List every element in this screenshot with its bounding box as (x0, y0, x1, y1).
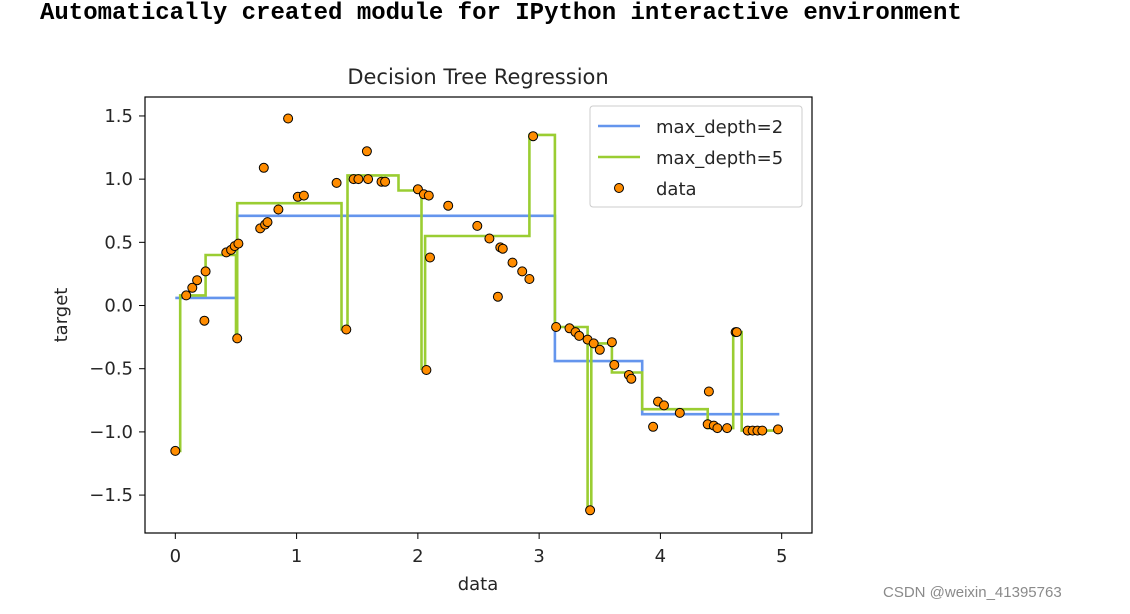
data-point (712, 423, 723, 434)
data-point (331, 177, 342, 188)
data-point (425, 252, 435, 263)
data-point (703, 386, 714, 397)
data-point (574, 330, 585, 341)
data-point (773, 424, 783, 435)
x-tick-label: 2 (412, 546, 423, 567)
data-point (507, 257, 518, 268)
data-point (609, 359, 620, 370)
data-point (262, 217, 273, 228)
y-tick-label: −0.5 (89, 359, 133, 380)
data-point (674, 407, 685, 418)
legend-label-max-depth-5: max_depth=5 (656, 148, 783, 169)
legend-box (589, 105, 803, 208)
data-point (585, 505, 596, 516)
x-tick-label: 0 (170, 546, 181, 567)
x-tick-label: 1 (291, 546, 302, 567)
y-tick-label: 1.5 (104, 106, 133, 127)
plot-area-frame (144, 96, 813, 534)
x-axis-label: data (458, 574, 499, 595)
y-tick-label: −1.0 (89, 422, 133, 443)
legend: max_depth=2 max_depth=5 data (589, 105, 803, 208)
data-point (626, 373, 637, 384)
chart-title: Decision Tree Regression (347, 65, 608, 89)
data-point (551, 322, 562, 332)
data-point (594, 344, 605, 355)
data-point (273, 204, 284, 215)
data-point (363, 174, 374, 185)
y-tick-label: 0.0 (104, 296, 133, 317)
data-point (528, 131, 539, 142)
data-point (588, 338, 599, 349)
data-point (517, 266, 528, 277)
data-point (298, 190, 309, 201)
csdn-watermark: CSDN @weixin_41395763 (883, 584, 1062, 601)
data-point (187, 282, 198, 293)
data-point (232, 333, 243, 344)
x-tick-label: 5 (776, 546, 787, 567)
data-point (497, 243, 508, 254)
data-point (199, 315, 210, 326)
data-point (233, 238, 244, 249)
data-point (472, 220, 483, 231)
data-point (258, 162, 269, 173)
data-point (757, 425, 768, 436)
data-point (606, 337, 617, 348)
y-axis-label: target (51, 288, 72, 343)
data-point (283, 113, 294, 124)
data-point (659, 400, 669, 411)
data-point (181, 290, 192, 301)
data-point (421, 365, 432, 375)
data-point (361, 146, 372, 157)
y-tick-label: 0.5 (104, 232, 133, 253)
legend-label-max-depth-2: max_depth=2 (656, 117, 783, 138)
ipython-output-text: Automatically created module for IPython… (40, 0, 962, 27)
data-point (423, 190, 434, 201)
data-point (524, 274, 535, 284)
legend-marker-data (614, 183, 624, 193)
x-tick-label: 3 (533, 546, 544, 567)
legend-label-data: data (656, 179, 697, 200)
data-point (192, 275, 203, 286)
x-tick-label: 4 (655, 546, 666, 567)
data-point (200, 266, 211, 277)
y-tick-label: 1.0 (104, 169, 133, 190)
data-point (380, 176, 391, 187)
data-point (492, 291, 503, 302)
data-point (731, 327, 742, 338)
data-point (722, 423, 733, 434)
data-point (443, 200, 454, 211)
data-point (353, 174, 364, 185)
data-point (648, 421, 659, 432)
data-point (341, 324, 352, 335)
data-point (170, 445, 181, 456)
y-tick-label: −1.5 (89, 485, 133, 506)
data-point (484, 233, 495, 244)
